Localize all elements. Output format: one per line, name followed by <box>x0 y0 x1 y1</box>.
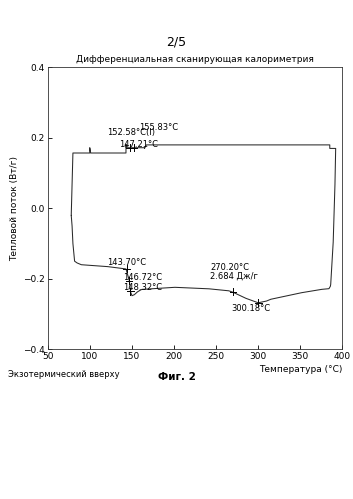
Text: 146.72°С: 146.72°С <box>124 273 163 282</box>
Text: 148.32°С: 148.32°С <box>124 283 163 292</box>
Text: 300.18°С: 300.18°С <box>231 304 270 313</box>
X-axis label: Температура (°С): Температура (°С) <box>259 365 342 374</box>
Text: Экзотермический вверху: Экзотермический вверху <box>8 370 119 379</box>
Title: Дифференциальная сканирующая калориметрия: Дифференциальная сканирующая калориметри… <box>76 55 314 64</box>
Text: 143.70°С: 143.70°С <box>107 258 146 267</box>
Y-axis label: Тепловой поток (Вт/г): Тепловой поток (Вт/г) <box>10 156 19 261</box>
Text: 2.684 Дж/г: 2.684 Дж/г <box>210 272 258 281</box>
Text: 152.58°С(I): 152.58°С(I) <box>107 128 155 137</box>
Text: 155.83°С: 155.83°С <box>139 123 178 132</box>
Text: 270.20°С: 270.20°С <box>210 263 249 272</box>
Text: Фиг. 2: Фиг. 2 <box>157 372 196 382</box>
Text: 147.21°С: 147.21°С <box>119 140 158 149</box>
Text: 2/5: 2/5 <box>166 36 187 49</box>
